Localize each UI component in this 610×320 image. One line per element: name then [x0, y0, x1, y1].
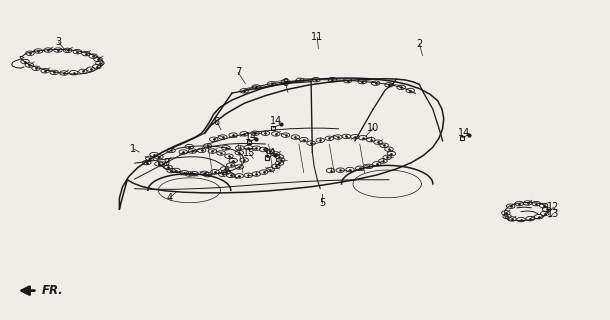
Text: 10: 10 [367, 123, 379, 133]
Text: 13: 13 [547, 209, 559, 219]
Text: 3: 3 [56, 37, 62, 47]
Text: 1: 1 [131, 144, 137, 154]
Text: 9: 9 [163, 158, 170, 168]
Text: 14: 14 [270, 116, 282, 126]
Text: 5: 5 [319, 198, 325, 208]
Text: 7: 7 [235, 68, 241, 77]
Text: 6: 6 [214, 117, 220, 127]
Text: 8: 8 [282, 78, 289, 88]
Text: 11: 11 [311, 32, 323, 42]
Text: 2: 2 [416, 39, 423, 49]
Text: FR.: FR. [42, 284, 64, 297]
Text: 14: 14 [458, 128, 470, 138]
Text: 12: 12 [547, 202, 559, 212]
Text: 14: 14 [264, 148, 276, 158]
Text: 4: 4 [167, 193, 173, 203]
Text: 14: 14 [245, 132, 257, 142]
Text: 15: 15 [243, 148, 255, 158]
